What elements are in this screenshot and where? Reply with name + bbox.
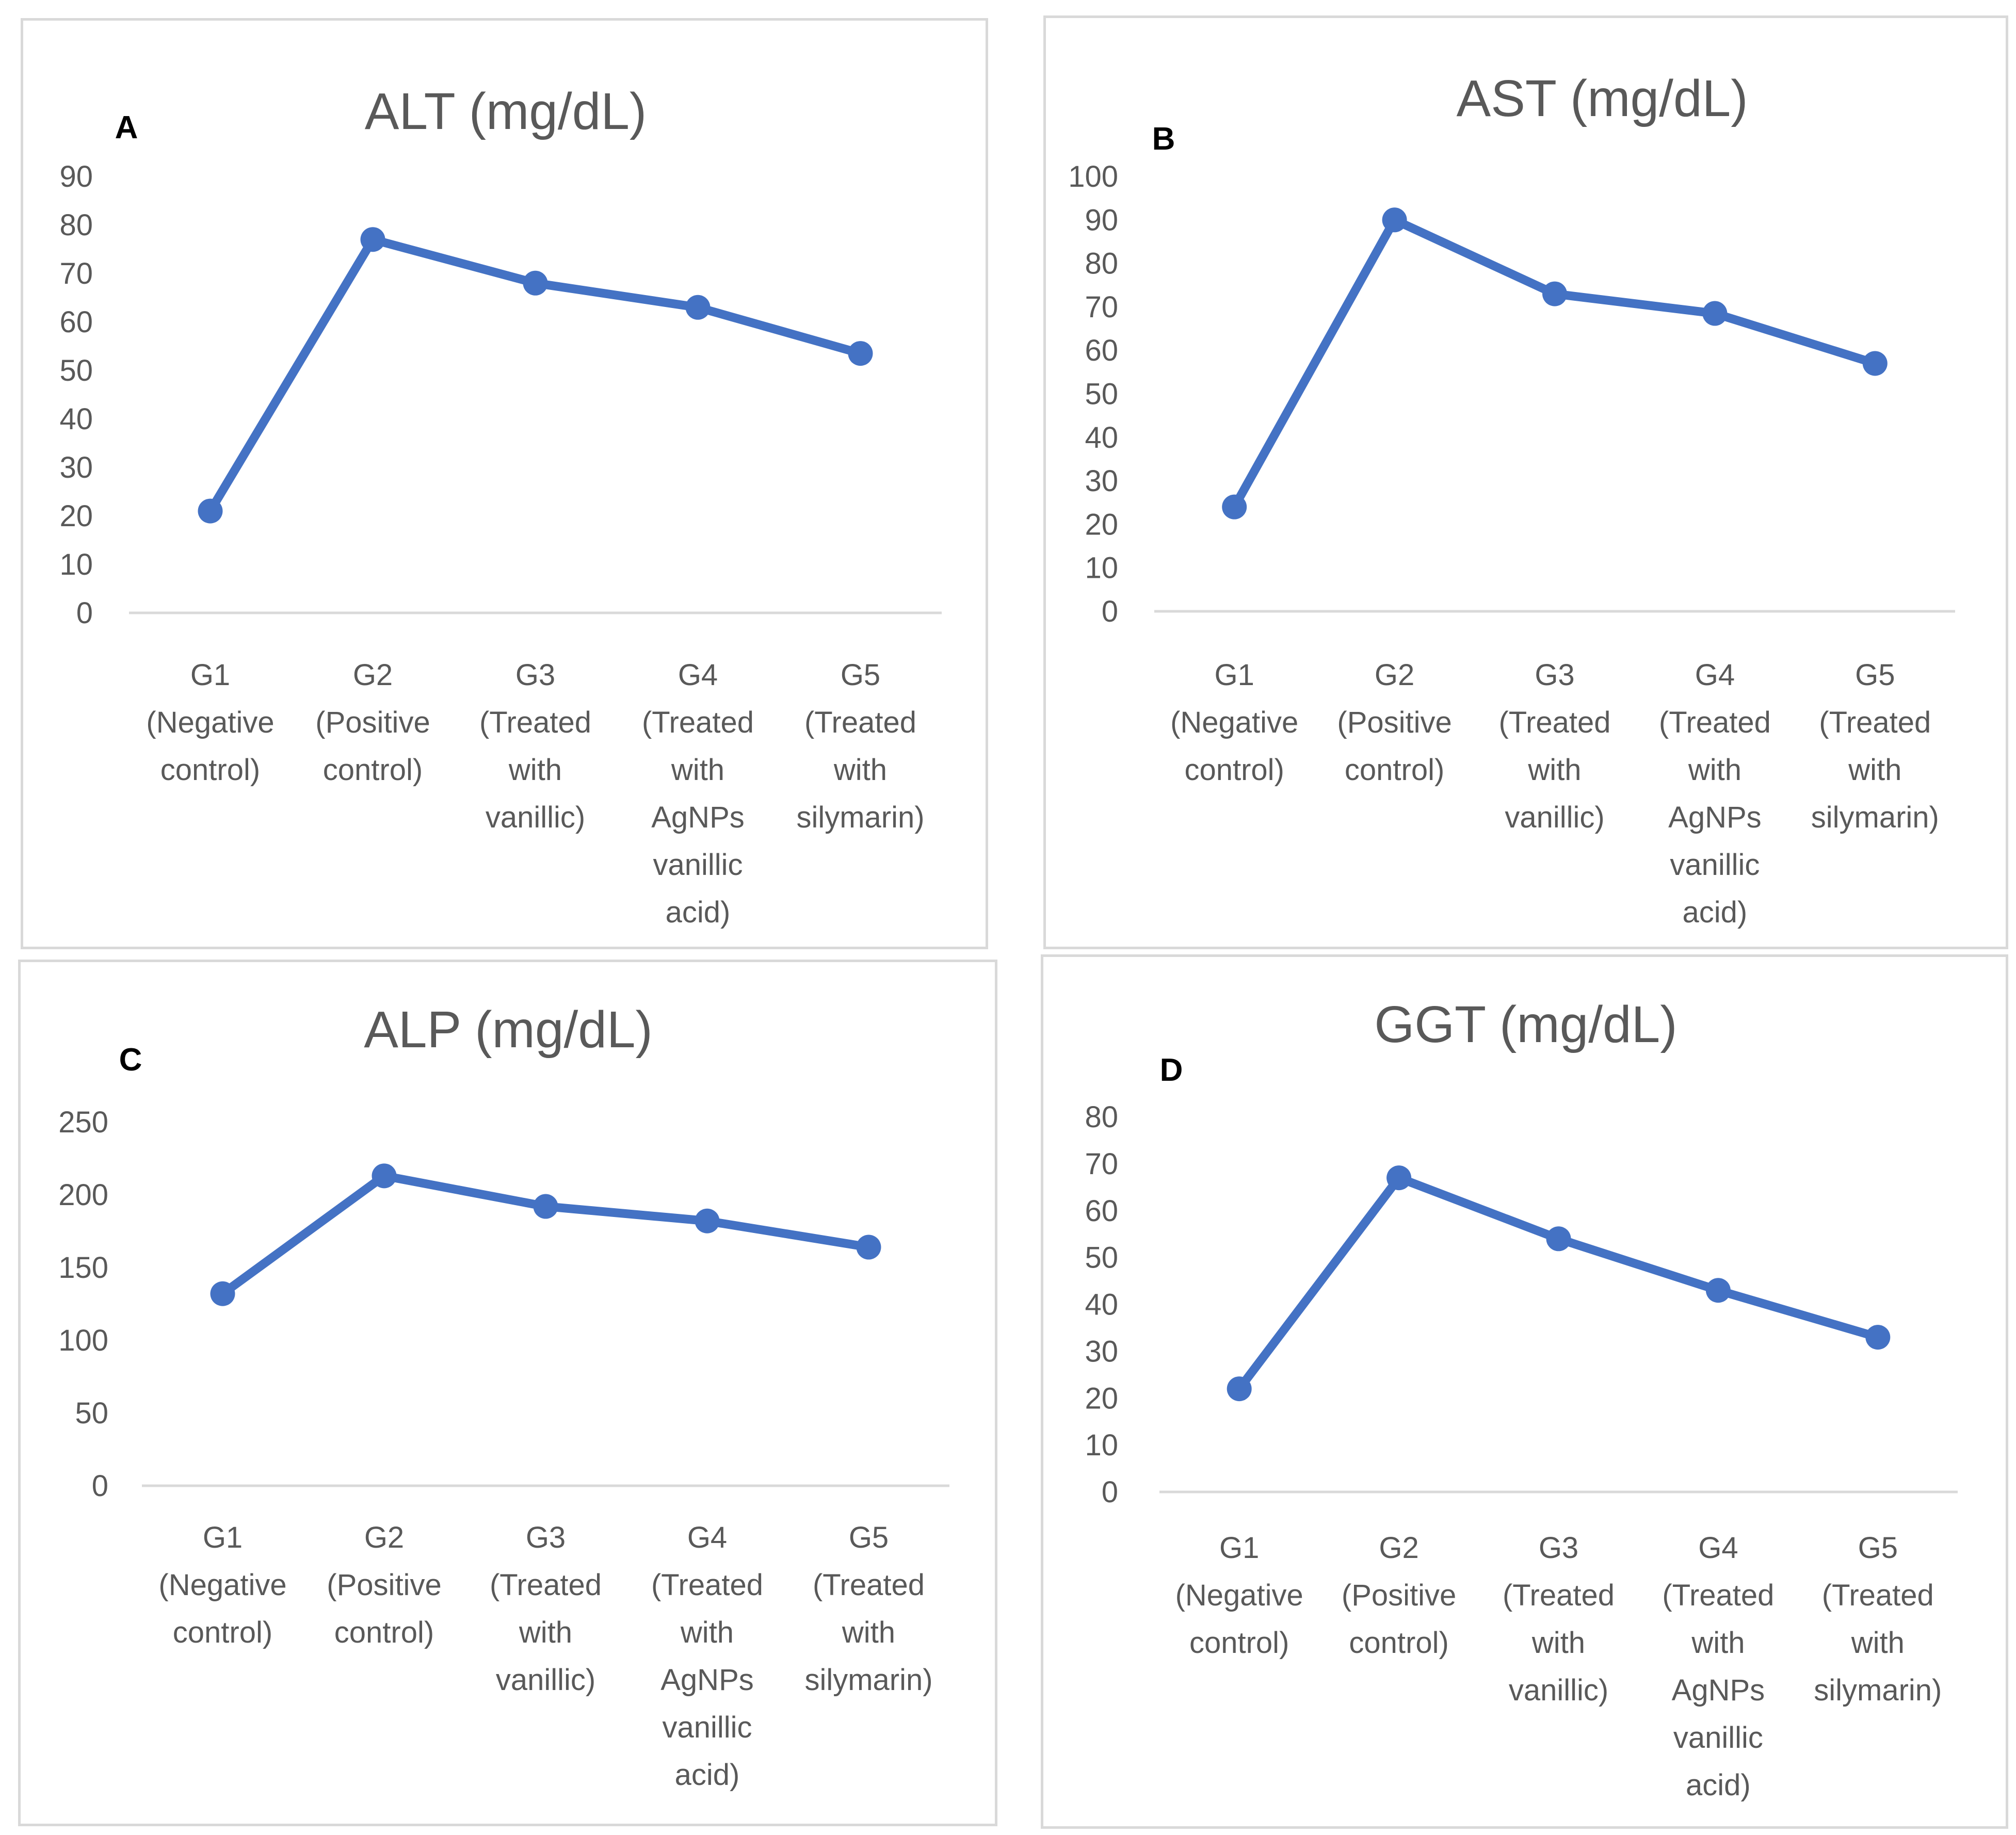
chart-panel-b: AST (mg/dL) B 0 10 20 30 40 50 60 70 80 90 100 G1 (Neg… — [1043, 15, 2008, 949]
data-point — [1386, 1165, 1412, 1191]
data-point — [1865, 1325, 1891, 1350]
x-tick-label: G1 (Negative control) — [146, 658, 274, 787]
data-point — [1862, 351, 1888, 376]
data-point — [1702, 301, 1728, 326]
y-tick-label: 30 — [1085, 464, 1118, 498]
data-point — [1546, 1226, 1571, 1252]
x-tick-label: G1 (Negative control) — [1170, 658, 1298, 787]
data-point — [533, 1194, 558, 1219]
y-tick-label: 0 — [92, 1469, 108, 1503]
data-point — [198, 498, 223, 524]
y-tick-label: 50 — [75, 1396, 108, 1430]
data-point — [210, 1281, 235, 1306]
chart-panel-a: ALT (mg/dL) A 0 10 20 30 40 50 60 70 80 90 G1 (Negati… — [21, 18, 988, 949]
data-point — [360, 227, 385, 252]
x-tick-label: G5 (Treated with silymarin) — [1814, 1531, 1942, 1707]
y-tick-label: 80 — [59, 208, 93, 242]
chart-panel-c: ALP (mg/dL) C 0 50 100 150 200 250 G1 (Negative co… — [18, 960, 997, 1826]
panel-label: D — [1160, 1052, 1183, 1088]
y-tick-label: 30 — [1085, 1335, 1118, 1368]
y-tick-label: 40 — [1085, 1288, 1118, 1322]
x-tick-label: G5 (Treated with silymarin) — [796, 658, 924, 834]
x-tick-label: G2 (Positive control) — [327, 1521, 441, 1649]
x-tick-label: G3 (Treated with vanillic) — [1498, 658, 1610, 834]
y-tick-label: 100 — [58, 1324, 108, 1357]
y-tick-label: 80 — [1085, 247, 1118, 281]
y-tick-label: 50 — [1085, 378, 1118, 411]
y-tick-label: 200 — [58, 1178, 108, 1212]
line-chart-c: ALP (mg/dL) C 0 50 100 150 200 250 G1 (Negative co… — [58, 1001, 949, 1792]
data-point — [1227, 1376, 1252, 1402]
chart-title: ALT (mg/dL) — [365, 83, 647, 140]
y-tick-label: 70 — [1085, 290, 1118, 324]
x-tick-label: G5 (Treated with silymarin) — [804, 1521, 932, 1697]
data-point — [1542, 281, 1567, 306]
data-point — [523, 270, 548, 296]
y-tick-label: 30 — [59, 451, 93, 484]
data-point — [1382, 207, 1407, 233]
y-tick-label: 150 — [58, 1251, 108, 1285]
x-tick-label: G2 (Positive control) — [1342, 1531, 1456, 1660]
chart-title: ALP (mg/dL) — [364, 1001, 653, 1059]
line-chart-a: ALT (mg/dL) A 0 10 20 30 40 50 60 70 80 90 G1 (Negati… — [59, 83, 942, 929]
x-tick-label: G5 (Treated with silymarin) — [1811, 658, 1939, 834]
y-tick-label: 20 — [59, 499, 93, 533]
x-tick-label: G1 (Negative control) — [158, 1521, 286, 1649]
x-tick-label: G4 (Treated with AgNPs vanillic acid) — [1659, 658, 1771, 929]
panel-label: B — [1152, 121, 1175, 157]
y-tick-label: 10 — [1085, 1428, 1118, 1462]
y-tick-label: 60 — [1085, 334, 1118, 367]
y-tick-label: 60 — [1085, 1194, 1118, 1228]
series-line — [218, 1171, 873, 1298]
x-tick-label: G4 (Treated with AgNPs vanillic acid) — [642, 658, 754, 929]
y-tick-label: 40 — [59, 402, 93, 436]
data-point — [848, 341, 873, 366]
series-line — [1230, 215, 1880, 512]
y-tick-label: 20 — [1085, 508, 1118, 541]
chart-title: AST (mg/dL) — [1457, 70, 1748, 127]
y-tick-label: 90 — [1085, 203, 1118, 237]
data-point — [1222, 494, 1247, 519]
y-tick-label: 90 — [59, 160, 93, 193]
series-line — [1235, 1173, 1882, 1393]
y-tick-label: 70 — [1085, 1147, 1118, 1181]
x-tick-label: G1 (Negative control) — [1175, 1531, 1303, 1660]
y-tick-label: 10 — [1085, 551, 1118, 585]
y-tick-label: 50 — [1085, 1241, 1118, 1275]
y-tick-label: 40 — [1085, 421, 1118, 454]
x-tick-label: G4 (Treated with AgNPs vanillic acid) — [651, 1521, 763, 1792]
y-tick-label: 0 — [1102, 1475, 1118, 1509]
y-tick-label: 20 — [1085, 1382, 1118, 1415]
chart-panel-d: GGT (mg/dL) D 0 10 20 30 40 50 60 70 80 G1 (Negative… — [1041, 954, 2008, 1829]
y-tick-label: 0 — [76, 596, 93, 630]
data-point — [856, 1235, 881, 1260]
data-point — [695, 1208, 720, 1233]
panel-label: A — [115, 110, 138, 145]
y-tick-label: 10 — [59, 548, 93, 581]
y-tick-label: 60 — [59, 305, 93, 339]
y-tick-label: 70 — [59, 257, 93, 290]
x-tick-label: G2 (Positive control) — [1337, 658, 1451, 787]
panel-label: C — [119, 1042, 142, 1078]
x-tick-label: G3 (Treated with vanillic) — [1503, 1531, 1615, 1707]
y-tick-label: 0 — [1102, 595, 1118, 628]
y-tick-label: 100 — [1068, 160, 1118, 193]
data-point — [1705, 1278, 1731, 1303]
data-point — [685, 295, 711, 320]
x-tick-label: G2 (Positive control) — [315, 658, 430, 787]
y-tick-label: 50 — [59, 354, 93, 387]
chart-title: GGT (mg/dL) — [1374, 996, 1677, 1053]
x-tick-label: G3 (Treated with vanillic) — [479, 658, 591, 834]
x-tick-label: G4 (Treated with AgNPs vanillic acid) — [1662, 1531, 1774, 1802]
x-tick-label: G3 (Treated with vanillic) — [490, 1521, 602, 1697]
line-chart-b: AST (mg/dL) B 0 10 20 30 40 50 60 70 80 90 100 G1 (Neg… — [1068, 70, 1955, 929]
y-tick-label: 80 — [1085, 1100, 1118, 1134]
y-tick-label: 250 — [58, 1106, 108, 1139]
line-chart-d: GGT (mg/dL) D 0 10 20 30 40 50 60 70 80 G1 (Negative… — [1085, 996, 1958, 1802]
data-point — [372, 1163, 397, 1189]
